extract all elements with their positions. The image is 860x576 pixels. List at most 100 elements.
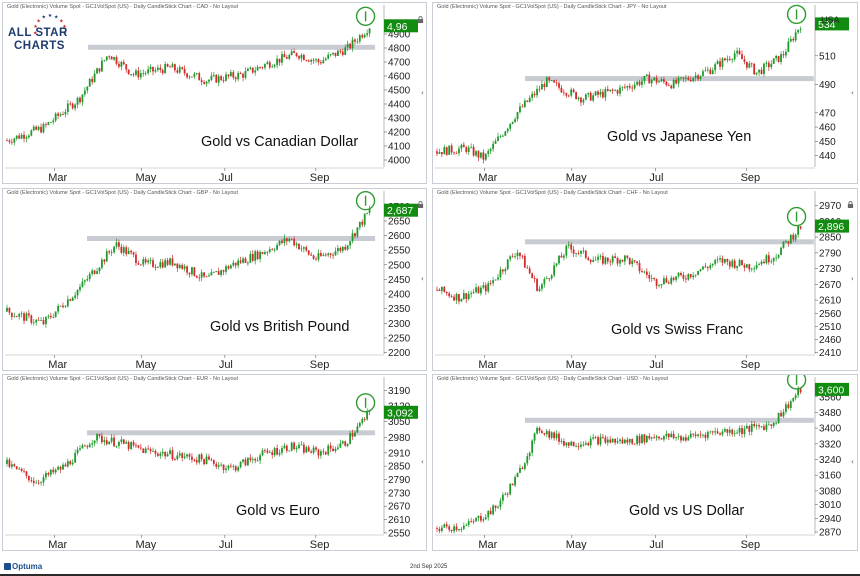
- candle: [195, 72, 198, 76]
- y-tick-label: 2500: [388, 260, 411, 271]
- candle: [103, 59, 106, 62]
- candle: [203, 272, 205, 279]
- candle: [127, 247, 130, 255]
- candle: [125, 245, 128, 257]
- candle: [597, 435, 599, 446]
- candle: [519, 102, 521, 114]
- candle: [721, 255, 724, 266]
- y-tick-label: 4800: [388, 44, 411, 55]
- y-tick-label: 2460: [819, 335, 842, 346]
- candle: [59, 465, 62, 474]
- candle: [623, 83, 626, 90]
- chart-panel-gbp[interactable]: Gold (Electronic) Volume Spot - GC1VolSp…: [2, 188, 427, 371]
- candle: [10, 460, 13, 470]
- collapse-arrow-icon[interactable]: ‹: [421, 458, 424, 466]
- candle: [295, 52, 298, 58]
- y-tick-label: 3560: [819, 392, 842, 403]
- logo-star: ★: [36, 18, 41, 24]
- x-tick-label: Mar: [48, 359, 67, 371]
- collapse-arrow-icon[interactable]: ‹: [851, 89, 854, 97]
- chart-panel-cad[interactable]: Gold (Electronic) Volume Spot - GC1VolSp…: [2, 2, 427, 184]
- candle: [599, 253, 602, 260]
- candle: [273, 446, 276, 458]
- candle: [176, 263, 179, 272]
- candle: [489, 280, 492, 286]
- candle: [317, 58, 320, 66]
- candle: [614, 253, 617, 259]
- candlestick-chart-chf[interactable]: 2410246025102560261026702730279028502910…: [433, 189, 858, 371]
- candlestick-chart-eur[interactable]: 2550261026702730279028502910298030503120…: [3, 375, 427, 551]
- chart-panel-eur[interactable]: Gold (Electronic) Volume Spot - GC1VolSp…: [2, 374, 427, 551]
- candle: [487, 281, 490, 294]
- candle: [28, 309, 30, 319]
- candle: [344, 44, 347, 56]
- candle: [259, 453, 261, 464]
- candle: [154, 264, 157, 271]
- candle: [52, 313, 55, 319]
- lock-icon[interactable]: [417, 201, 424, 208]
- candlestick-chart-usd[interactable]: 2870 2940 3010 3080 3160 3240 3320 3400 3480 3560…: [433, 375, 858, 551]
- candle: [334, 247, 337, 256]
- collapse-arrow-icon[interactable]: ‹: [421, 275, 424, 283]
- candle: [341, 440, 344, 445]
- x-tick-label: Jul: [649, 172, 663, 184]
- chart-panel-jpy[interactable]: Gold (Electronic) Volume Spot - GC1VolSp…: [432, 2, 858, 184]
- candle: [443, 144, 446, 155]
- candle: [227, 264, 230, 270]
- candle: [719, 57, 721, 71]
- chart-panel-usd[interactable]: Gold (Electronic) Volume Spot - GC1VolSp…: [432, 374, 858, 551]
- candle: [337, 444, 339, 451]
- candle: [777, 55, 780, 63]
- candle: [567, 241, 570, 249]
- lock-icon[interactable]: [417, 16, 424, 23]
- y-tick-label: 4300: [388, 114, 411, 125]
- candle: [8, 457, 11, 469]
- candle: [18, 312, 21, 320]
- candle: [467, 518, 470, 528]
- candle: [494, 138, 497, 144]
- y-tick-label: 4100: [388, 142, 411, 153]
- collapse-arrow-icon[interactable]: ‹: [421, 89, 424, 97]
- candle: [706, 266, 709, 272]
- candle: [52, 117, 55, 125]
- candle: [455, 292, 458, 304]
- candlestick-chart-cad[interactable]: 4000 4100 4200 4300 4400 4500 4600 4700 4800 4900…: [3, 3, 427, 184]
- candle: [178, 64, 181, 75]
- candle: [697, 433, 699, 438]
- candle: [533, 91, 536, 98]
- candle: [777, 412, 780, 424]
- collapse-arrow-icon[interactable]: ‹: [851, 458, 854, 466]
- candle: [298, 55, 300, 61]
- candle: [288, 237, 291, 243]
- candle: [281, 239, 283, 245]
- candle: [127, 440, 130, 452]
- candle: [256, 249, 259, 261]
- candle: [208, 272, 210, 277]
- candle: [665, 80, 668, 87]
- y-tick-label: 490: [819, 80, 836, 91]
- candle: [239, 71, 242, 75]
- candle: [572, 441, 575, 447]
- chart-panel-chf[interactable]: Gold (Electronic) Volume Spot - GC1VolSp…: [432, 188, 858, 371]
- candle: [125, 440, 128, 444]
- candle: [156, 64, 159, 72]
- candle: [222, 464, 225, 474]
- candle: [285, 237, 288, 246]
- candle: [616, 256, 619, 267]
- last-value-box: [815, 219, 849, 233]
- candle: [147, 445, 150, 450]
- candle: [606, 85, 609, 92]
- candle: [472, 288, 475, 294]
- candle: [467, 291, 470, 301]
- candle: [188, 272, 191, 278]
- collapse-arrow-icon[interactable]: ‹: [851, 275, 854, 283]
- resistance-line: [87, 44, 376, 50]
- candle: [665, 275, 668, 284]
- candle: [787, 401, 790, 410]
- candle: [144, 256, 147, 265]
- last-value-box: [384, 203, 418, 217]
- candle: [302, 246, 305, 253]
- candlestick-chart-jpy[interactable]: 440 450 460 470 490 510 534 Mar May Jul Sep: [433, 3, 858, 184]
- candlestick-chart-gbp[interactable]: 2200 2250 2300 2350 2400 2450 2500 2550 2600 2650…: [3, 189, 427, 371]
- lock-icon[interactable]: [847, 201, 854, 208]
